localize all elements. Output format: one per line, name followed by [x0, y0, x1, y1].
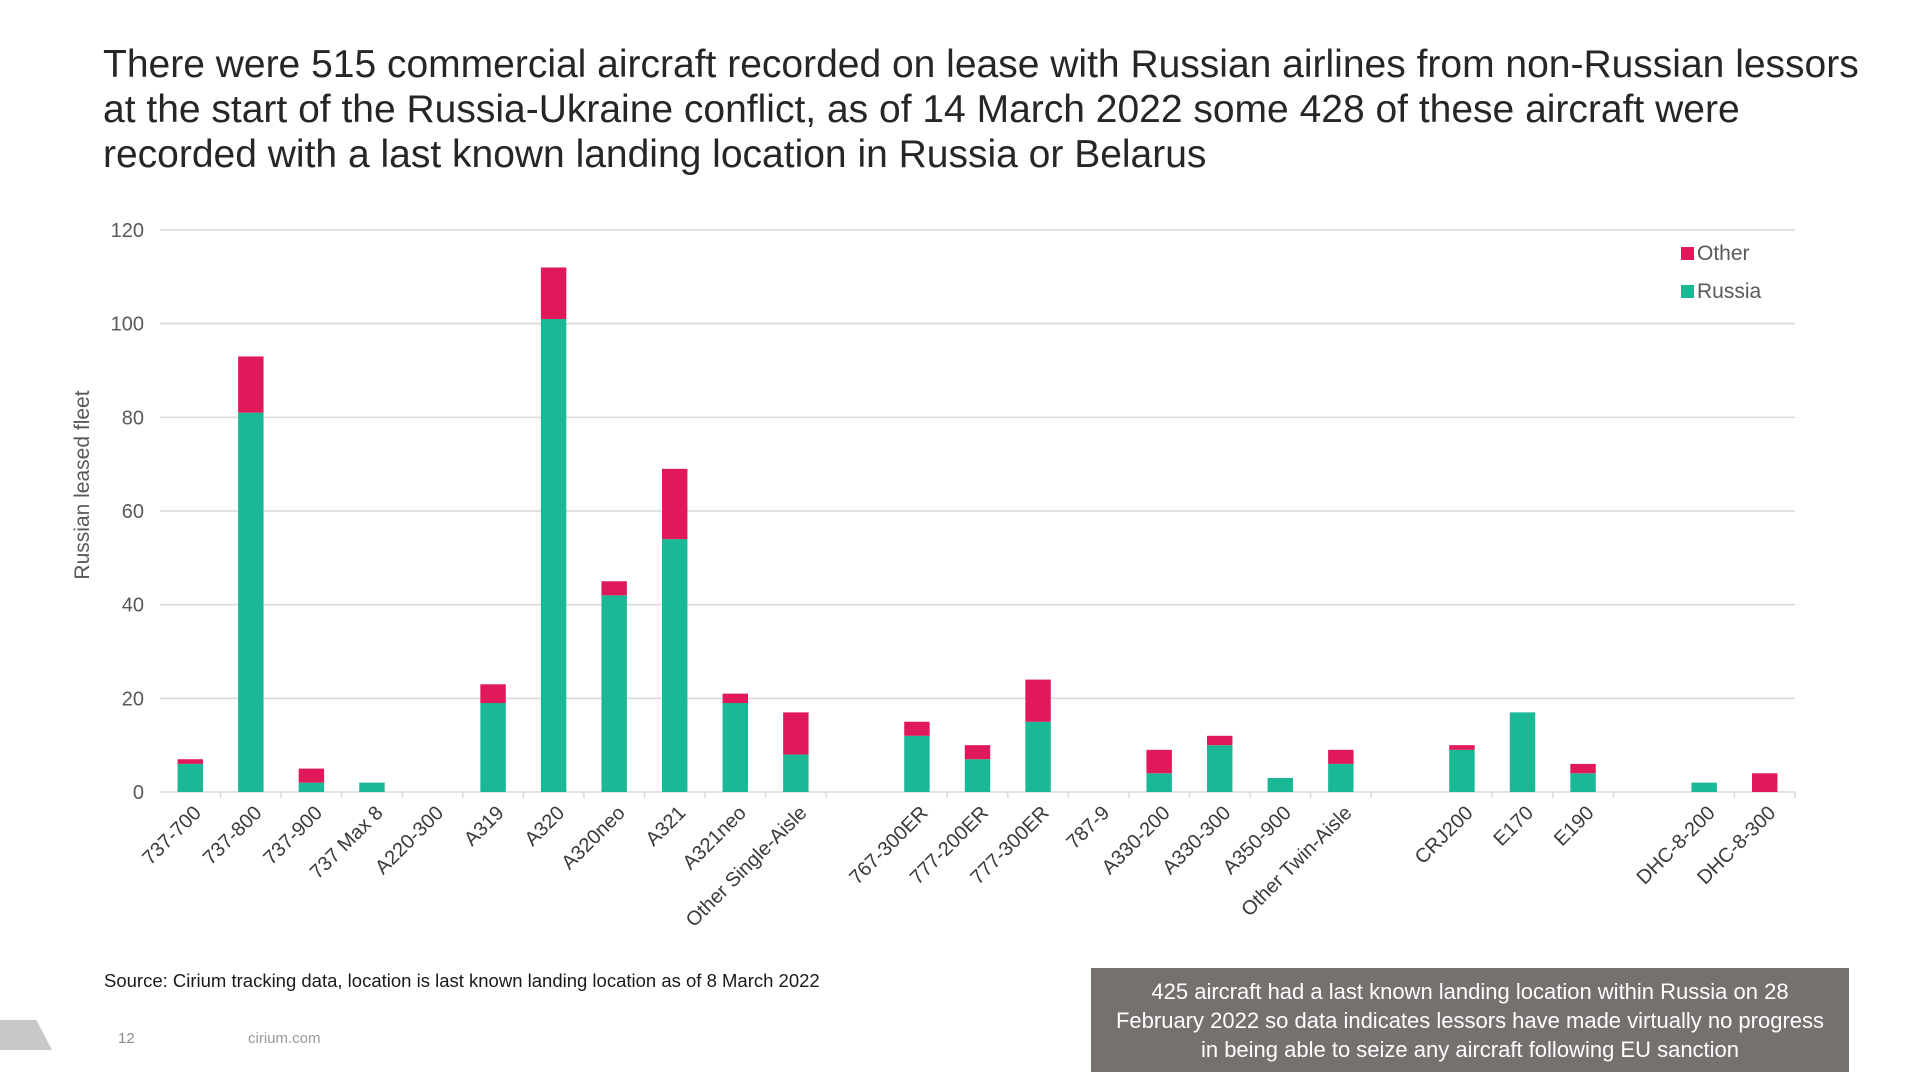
bar-segment-other — [298, 768, 325, 783]
legend-swatch-other — [1681, 247, 1694, 260]
x-tick-label: Other Twin-Aisle — [1237, 802, 1356, 921]
bar-segment-other — [540, 267, 567, 319]
bar-segment-russia — [1146, 773, 1172, 792]
y-tick-label: 20 — [122, 688, 144, 710]
bar-segment-russia — [1267, 777, 1293, 792]
legend: Other Russia — [1681, 242, 1762, 303]
y-tick-label: 40 — [122, 595, 144, 617]
y-axis: 0 20 40 60 80 100 120 — [111, 220, 144, 804]
legend-swatch-russia — [1681, 285, 1694, 298]
x-tick-label: A320 — [521, 802, 570, 851]
gridlines — [160, 229, 1795, 793]
bar-segment-russia — [904, 735, 930, 792]
x-tick-label: 737-700 — [138, 802, 205, 869]
x-tick-label: A320neo — [558, 802, 630, 874]
bar-segment-russia — [662, 539, 688, 792]
bar-segment-russia — [1449, 749, 1475, 792]
bars — [177, 267, 1778, 792]
bar-segment-russia — [1207, 745, 1233, 792]
bar-segment-russia — [964, 759, 991, 792]
page-title: There were 515 commercial aircraft recor… — [103, 43, 1859, 176]
bar-segment-other — [177, 759, 203, 764]
x-tick-label: E190 — [1550, 802, 1599, 851]
x-tick-label: CRJ200 — [1411, 802, 1478, 869]
bar-segment-russia — [722, 703, 748, 792]
x-tick-label: 737-800 — [199, 802, 266, 869]
bar-segment-russia — [540, 318, 567, 792]
legend-label-other: Other — [1697, 242, 1750, 265]
bar-segment-russia — [1025, 721, 1051, 792]
x-tick-label: E170 — [1489, 802, 1538, 851]
bar-segment-other — [480, 684, 506, 704]
x-tick-label: A319 — [460, 802, 509, 851]
y-axis-title: Russian leased fleet — [71, 390, 94, 579]
legend-label-russia: Russia — [1697, 280, 1762, 303]
bar-segment-other — [1752, 773, 1778, 792]
bar-segment-other — [722, 693, 748, 704]
bar-segment-other — [1025, 679, 1051, 722]
bar-segment-russia — [359, 782, 385, 792]
bar-segment-russia — [298, 782, 325, 792]
y-tick-label: 100 — [111, 314, 144, 336]
bar-segment-other — [238, 356, 264, 413]
callout-box: 425 aircraft had a last known landing lo… — [1091, 968, 1849, 1072]
y-tick-label: 0 — [133, 782, 144, 804]
y-tick-label: 60 — [122, 501, 144, 523]
source-note: Source: Cirium tracking data, location i… — [104, 970, 820, 991]
bar-segment-other — [601, 581, 627, 596]
y-tick-label: 80 — [122, 407, 144, 429]
bar-segment-other — [964, 745, 991, 760]
bar-segment-russia — [238, 412, 264, 792]
bar-segment-other — [1449, 745, 1475, 750]
x-tick-label: A321 — [642, 802, 691, 851]
bar-segment-russia — [1691, 782, 1717, 792]
bar-segment-other — [1146, 749, 1172, 774]
bar-segment-other — [1328, 749, 1354, 764]
bar-segment-other — [1570, 763, 1596, 774]
x-tick-label: 787-9 — [1062, 802, 1114, 854]
y-tick-label: 120 — [111, 220, 144, 242]
corner-tab-decoration — [0, 1020, 52, 1050]
bar-segment-other — [904, 721, 930, 736]
bar-segment-russia — [601, 595, 627, 792]
bar-segment-russia — [1509, 712, 1536, 792]
callout-text: 425 aircraft had a last known landing lo… — [1115, 978, 1825, 1062]
bar-segment-other — [783, 712, 809, 755]
bar-segment-other — [1207, 735, 1233, 746]
stacked-bar-chart: 0 20 40 60 80 100 120 737-700737-800737-900737… — [71, 220, 1796, 932]
site-url: cirium.com — [248, 1030, 321, 1047]
bar-segment-russia — [177, 763, 203, 792]
bar-segment-russia — [1570, 773, 1596, 792]
bar-segment-russia — [783, 754, 809, 792]
page-number: 12 — [118, 1030, 135, 1047]
bar-segment-russia — [1328, 763, 1354, 792]
bar-segment-other — [662, 468, 688, 540]
bar-segment-russia — [480, 703, 506, 792]
